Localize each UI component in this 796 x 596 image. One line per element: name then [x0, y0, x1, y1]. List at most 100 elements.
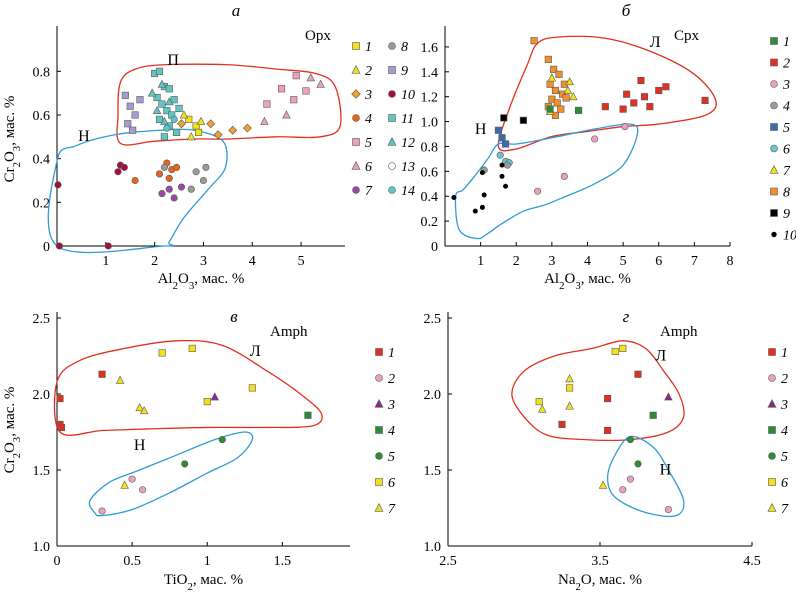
data-point	[537, 404, 547, 413]
data-point	[619, 486, 627, 494]
x-tick-label: 2.5	[439, 554, 457, 569]
legend-label: 2	[365, 64, 372, 79]
legend-label: 3	[782, 78, 790, 93]
data-point	[158, 190, 166, 198]
mineral-label: Amph	[660, 324, 698, 340]
data-point	[173, 163, 181, 171]
legend-marker	[375, 478, 383, 486]
y-tick-label: 2.0	[424, 388, 442, 403]
data-point	[187, 185, 195, 193]
data-point	[213, 130, 223, 140]
data-point	[569, 91, 578, 101]
x-tick-label: 7	[691, 254, 698, 269]
data-point	[57, 423, 66, 431]
data-point	[557, 105, 565, 113]
legend-marker	[388, 66, 396, 74]
panel-3: 0 0.5 1 1.5 1.0 1.5 2.0 2.5 TiO2, мас. % Cr2O3, м…	[2, 307, 396, 593]
legend-label: 6	[365, 160, 372, 175]
y-tick-label: 0.2	[33, 196, 51, 211]
x-tick-label: 1	[204, 554, 211, 569]
region-outline	[47, 128, 228, 254]
legend-label: 4	[783, 100, 790, 115]
data-point	[304, 411, 312, 419]
y-tick-label: 1.0	[424, 540, 442, 555]
legend-marker	[770, 123, 778, 131]
legend-marker	[374, 399, 384, 408]
data-point	[185, 115, 193, 123]
x-tick-label: 1	[102, 254, 109, 269]
legend-marker	[375, 348, 383, 356]
data-point	[199, 176, 207, 185]
data-point	[157, 79, 167, 88]
data-point	[302, 87, 310, 95]
legend-label: 1	[388, 346, 395, 361]
panel-letter: б	[622, 1, 631, 20]
data-point	[494, 126, 502, 134]
data-point	[553, 99, 561, 107]
data-point	[129, 126, 137, 134]
data-point	[260, 116, 269, 125]
legend-label: 6	[783, 143, 790, 158]
data-point	[664, 392, 673, 401]
legend-marker	[770, 58, 778, 67]
legend-marker	[352, 138, 360, 146]
x-axis-label: Al2O3, мас. %	[158, 271, 245, 292]
x-tick-label: 2	[513, 254, 520, 269]
legend-marker	[768, 374, 776, 382]
y-tick-label: 2.5	[33, 312, 51, 327]
data-point	[551, 86, 559, 95]
data-point	[551, 111, 559, 119]
y-tick-label: 0	[431, 240, 438, 255]
region-outline	[88, 431, 254, 517]
data-point	[218, 436, 226, 444]
data-point	[503, 161, 511, 169]
legend-label: 3	[780, 398, 788, 413]
legend-marker	[770, 37, 778, 45]
y-tick-label: 1.6	[421, 41, 439, 56]
legend-marker	[352, 42, 360, 50]
data-point	[555, 70, 563, 78]
x-tick-label: 4.5	[743, 554, 761, 569]
data-point	[173, 128, 181, 136]
legend-label: 7	[781, 502, 789, 517]
data-point	[120, 480, 129, 489]
data-point	[188, 344, 196, 352]
data-point	[163, 107, 171, 115]
panel-letter: в	[230, 307, 238, 326]
data-point	[499, 162, 505, 168]
x-tick-label: 3.5	[591, 554, 609, 569]
data-point	[165, 185, 173, 193]
data-point	[115, 375, 125, 384]
x-tick-label: 2	[151, 254, 158, 269]
data-point	[546, 80, 554, 88]
data-point	[559, 90, 567, 98]
legend-label: 2	[781, 372, 788, 387]
data-point	[202, 163, 210, 171]
data-point	[292, 72, 300, 80]
data-point	[565, 374, 574, 383]
x-tick-label: 8	[727, 254, 734, 269]
x-tick-label: 1.5	[274, 554, 292, 569]
y-tick-label: 0.4	[33, 153, 51, 168]
region-label: Н	[660, 462, 672, 479]
data-point	[126, 102, 134, 110]
legend-marker	[767, 503, 777, 512]
x-tick-label: 3	[548, 254, 555, 269]
legend-marker	[352, 114, 360, 122]
data-point	[640, 93, 649, 101]
region-outline	[511, 340, 685, 442]
legend-label: 3	[364, 88, 372, 103]
data-point	[170, 115, 178, 123]
data-point	[563, 85, 573, 94]
legend-marker	[768, 478, 776, 486]
data-point	[120, 163, 128, 171]
data-point	[128, 475, 136, 483]
legend-marker	[768, 348, 776, 356]
legend-label: 10	[401, 88, 415, 103]
data-point	[547, 73, 557, 82]
x-tick-label: 3	[200, 254, 207, 269]
legend-label: 9	[401, 64, 408, 79]
legend-label: 7	[365, 184, 373, 199]
data-point	[160, 133, 168, 141]
